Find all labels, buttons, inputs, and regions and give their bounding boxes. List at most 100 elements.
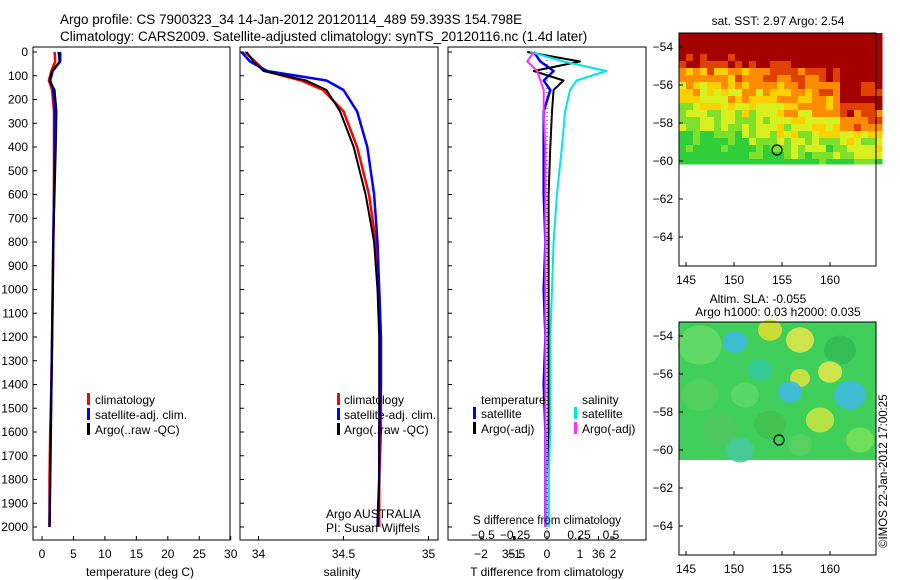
- sst-map-cell: [868, 47, 876, 55]
- sst-map-cell: [777, 145, 785, 153]
- sst-map-cell: [749, 54, 757, 62]
- sst-map-cell: [728, 89, 736, 97]
- sst-map-cell: [679, 82, 687, 90]
- sst-map-cell: [693, 82, 701, 90]
- sst-map-cell: [714, 124, 722, 132]
- sst-map-cell: [840, 110, 848, 118]
- sst-map-cell: [679, 89, 687, 97]
- sst-map-cell: [700, 117, 708, 125]
- sst-map-cell: [742, 40, 750, 48]
- sst-map-cell: [791, 124, 799, 132]
- depth-tick-label: 700: [8, 211, 28, 225]
- sst-map-cell: [749, 103, 757, 111]
- sst-map-cell: [861, 40, 869, 48]
- sst-map-cell: [770, 103, 778, 111]
- sst-map-cell: [791, 47, 799, 55]
- sst-map-cell: [770, 54, 778, 62]
- x-tick-label: −2: [474, 547, 488, 561]
- sst-map-cell: [784, 138, 792, 146]
- sst-map-cell: [847, 54, 855, 62]
- sst-map-cell: [861, 159, 869, 165]
- sst-map-cell: [714, 145, 722, 153]
- sst-map-cell: [707, 103, 715, 111]
- sst-map-cell: [840, 131, 848, 139]
- sst-map-cell: [728, 131, 736, 139]
- sst-map-cell: [707, 75, 715, 83]
- sst-map-cell: [840, 33, 848, 41]
- sst-map-cell: [798, 117, 806, 125]
- sst-map-cell: [826, 159, 834, 165]
- sst-map-cell: [770, 68, 778, 76]
- sst-map-cell: [756, 61, 764, 69]
- sst-map-cell: [707, 68, 715, 76]
- sst-map-cell: [847, 75, 855, 83]
- sst-map-cell: [742, 117, 750, 125]
- sst-map-cell: [749, 68, 757, 76]
- sst-map-cell: [728, 40, 736, 48]
- sst-map-cell: [770, 96, 778, 104]
- sst-map-cell: [819, 47, 827, 55]
- sst-map-cell: [805, 110, 813, 118]
- sst-map: [679, 33, 883, 165]
- sst-map-cell: [861, 61, 869, 69]
- sst-map-cell: [700, 103, 708, 111]
- sla-map-blob: [834, 380, 866, 410]
- sst-map-cell: [875, 89, 883, 97]
- sst-map-cell: [833, 54, 841, 62]
- sst-map-cell: [756, 75, 764, 83]
- sst-map-cell: [777, 124, 785, 132]
- sst-map-cell: [826, 145, 834, 153]
- sst-map-cell: [763, 47, 771, 55]
- sst-map-cell: [770, 75, 778, 83]
- sst-map-cell: [686, 131, 694, 139]
- sst-map-cell: [728, 33, 736, 41]
- sst-map-cell: [819, 96, 827, 104]
- sst-map-cell: [861, 82, 869, 90]
- sst-map-cell: [868, 96, 876, 104]
- sst-map-cell: [826, 152, 834, 160]
- sst-map-cell: [707, 159, 715, 165]
- sst-map-cell: [777, 110, 785, 118]
- sst-map-cell: [798, 75, 806, 83]
- sst-map-cell: [819, 75, 827, 83]
- sst-map-cell: [714, 75, 722, 83]
- sst-map-cell: [742, 103, 750, 111]
- sst-map-cell: [721, 117, 729, 125]
- sst-map-cell: [833, 47, 841, 55]
- difference-x-axis: −2 −1 0 1 2 −0.5 −0.25 0 0.25 0.5: [471, 528, 620, 561]
- sst-map-cell: [700, 145, 708, 153]
- sst-map-cell: [826, 89, 834, 97]
- sst-map-cell: [679, 40, 687, 48]
- sst-map-cell: [840, 138, 848, 146]
- sla-map-blob: [731, 382, 759, 408]
- temperature-x-axis: 0 5 10 15 20 25 30: [39, 536, 238, 561]
- depth-tick-label: 1100: [2, 306, 28, 320]
- sst-map-cell: [798, 159, 806, 165]
- sst-map-axes: −54 −56 −58 −60 −62 −64 145 150 155 160: [653, 40, 841, 287]
- sst-map-cell: [679, 103, 687, 111]
- x-tick-label: 35: [422, 547, 436, 561]
- sst-map-cell: [679, 110, 687, 118]
- sst-map-cell: [777, 47, 785, 55]
- sst-map-cell: [693, 33, 701, 41]
- depth-tick-label: 1700: [1, 449, 28, 463]
- imos-credit: ©IMOS 22-Jan-2012 17:00:25: [878, 394, 890, 548]
- legend-label-t-argo: Argo(-adj): [481, 422, 534, 436]
- sst-map-cell: [735, 117, 743, 125]
- sst-map-cell: [679, 54, 687, 62]
- series-line: [526, 51, 547, 527]
- sst-map-cell: [784, 103, 792, 111]
- sst-map-cell: [791, 54, 799, 62]
- sst-map-cell: [700, 159, 708, 165]
- sst-map-cell: [721, 40, 729, 48]
- sst-map-cell: [742, 159, 750, 165]
- map-y-tick-label: −56: [653, 78, 674, 92]
- sst-map-cell: [805, 47, 813, 55]
- sst-map-cell: [714, 54, 722, 62]
- sst-map-cell: [791, 96, 799, 104]
- sst-map-cell: [707, 33, 715, 41]
- sst-map-cell: [861, 47, 869, 55]
- sst-map-cell: [854, 159, 862, 165]
- sst-map-cell: [693, 75, 701, 83]
- sst-map-cell: [840, 61, 848, 69]
